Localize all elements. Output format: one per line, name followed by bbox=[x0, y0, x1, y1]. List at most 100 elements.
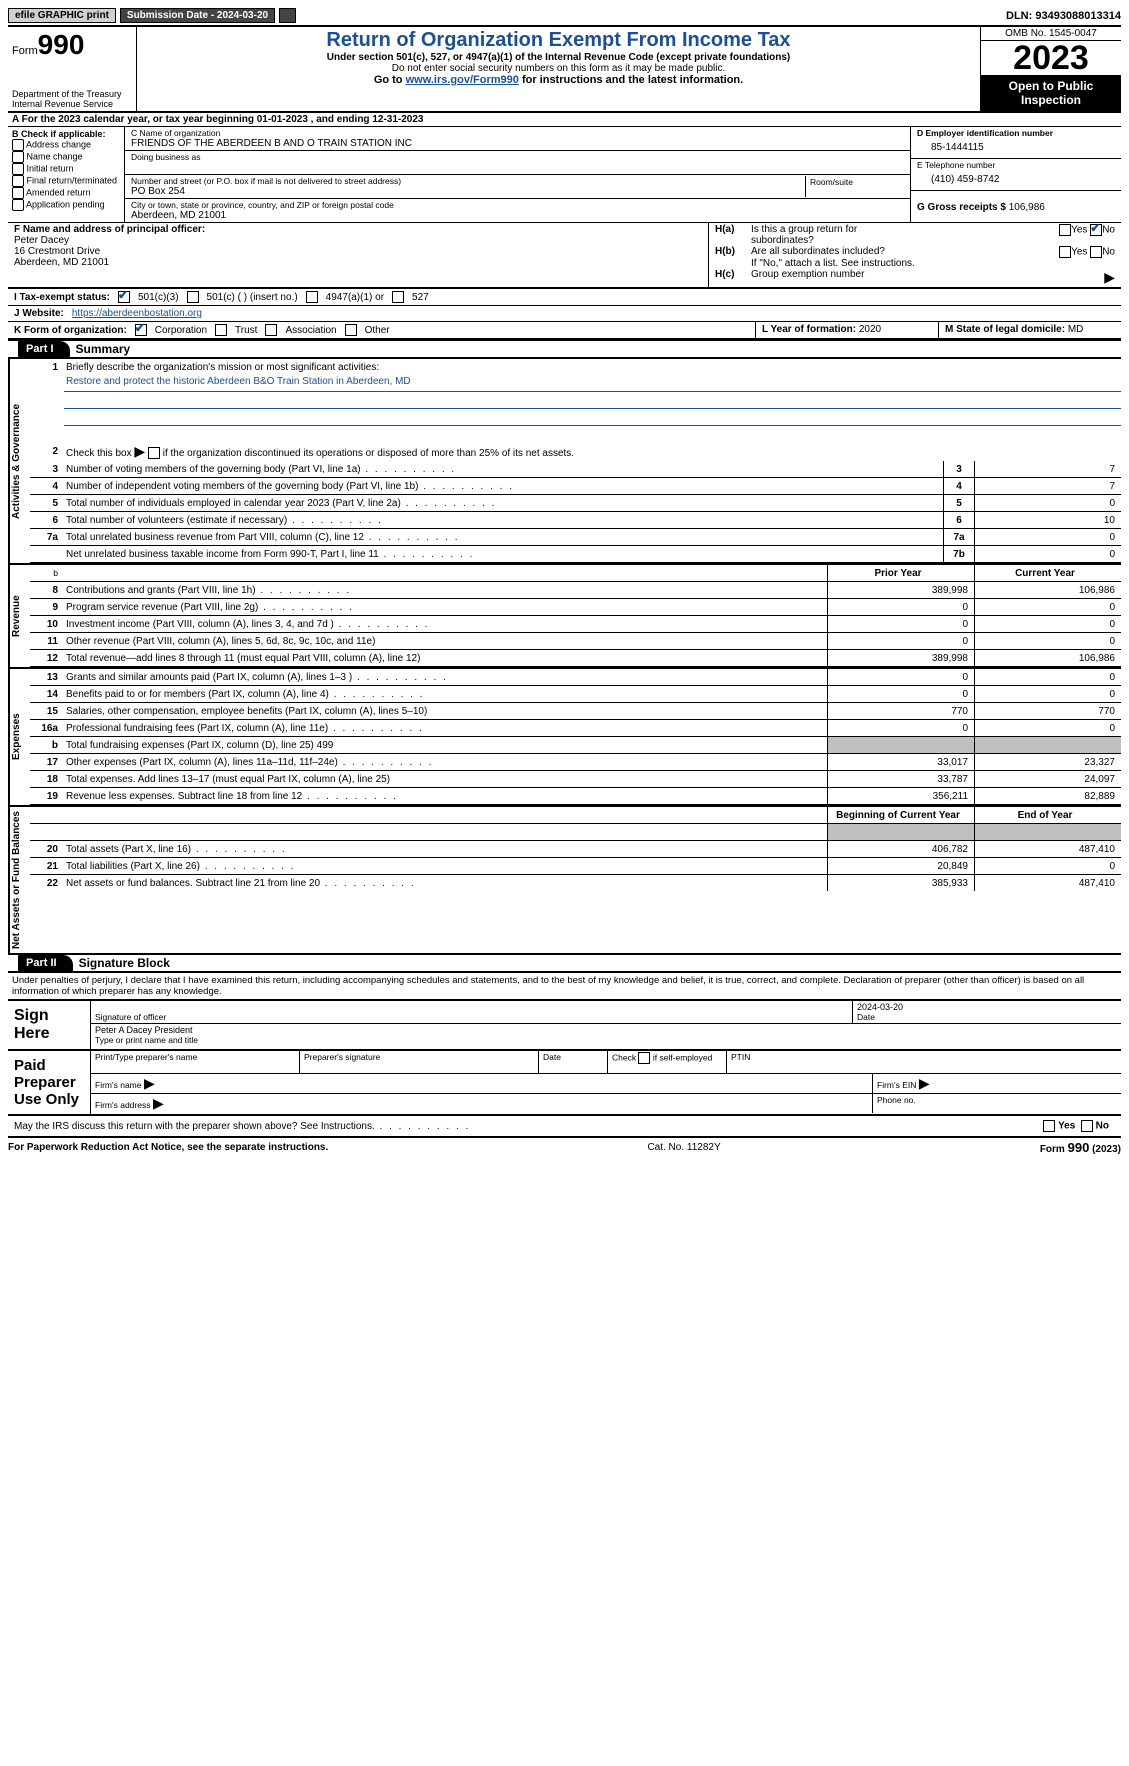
form-number: 990 bbox=[38, 29, 85, 60]
beg-22: 385,933 bbox=[827, 875, 974, 891]
curr-10: 0 bbox=[974, 616, 1121, 632]
perjury-declaration: Under penalties of perjury, I declare th… bbox=[8, 973, 1121, 999]
row-k: K Form of organization: Corporation Trus… bbox=[8, 322, 1121, 340]
chk-other[interactable] bbox=[345, 324, 357, 336]
org-name-label: C Name of organization bbox=[131, 128, 904, 138]
val-6: 10 bbox=[974, 512, 1121, 528]
beg-20: 406,782 bbox=[827, 841, 974, 857]
row-fh: F Name and address of principal officer:… bbox=[8, 223, 1121, 288]
org-name-value: FRIENDS OF THE ABERDEEN B AND O TRAIN ST… bbox=[131, 138, 904, 149]
paid-preparer-block: Paid Preparer Use Only Print/Type prepar… bbox=[8, 1051, 1121, 1116]
discuss-no[interactable] bbox=[1081, 1120, 1093, 1132]
goto-line: Go to www.irs.gov/Form990 for instructio… bbox=[143, 74, 974, 86]
top-bar: efile GRAPHIC print Submission Date - 20… bbox=[8, 8, 1121, 23]
state-domicile: MD bbox=[1068, 324, 1084, 335]
end-20: 487,410 bbox=[974, 841, 1121, 857]
officer-addr2: Aberdeen, MD 21001 bbox=[14, 257, 702, 268]
discuss-yes[interactable] bbox=[1043, 1120, 1055, 1132]
prior-10: 0 bbox=[827, 616, 974, 632]
ha-yes[interactable] bbox=[1059, 224, 1071, 236]
curr-11: 0 bbox=[974, 633, 1121, 649]
val-5: 0 bbox=[974, 495, 1121, 511]
chk-501c3[interactable] bbox=[118, 291, 130, 303]
end-22: 487,410 bbox=[974, 875, 1121, 891]
ein-label: D Employer identification number bbox=[917, 128, 1115, 138]
ein-value: 85-1444115 bbox=[917, 138, 1115, 157]
chk-4947[interactable] bbox=[306, 291, 318, 303]
curr-8: 106,986 bbox=[974, 582, 1121, 598]
chk-trust[interactable] bbox=[215, 324, 227, 336]
may-discuss: May the IRS discuss this return with the… bbox=[12, 1120, 1035, 1133]
beg-21: 20,849 bbox=[827, 858, 974, 874]
subtitle-1: Under section 501(c), 527, or 4947(a)(1)… bbox=[143, 52, 974, 63]
hc-label: H(c) bbox=[715, 269, 747, 280]
prior-9: 0 bbox=[827, 599, 974, 615]
officer-addr1: 16 Crestmont Drive bbox=[14, 246, 702, 257]
prior-19: 356,211 bbox=[827, 788, 974, 804]
section-expenses: Expenses bbox=[8, 669, 30, 805]
irs-link[interactable]: www.irs.gov/Form990 bbox=[406, 74, 519, 86]
officer-print-name: Peter A Dacey President bbox=[95, 1025, 1117, 1035]
ha-label: H(a) bbox=[715, 224, 747, 235]
year-formation: 2020 bbox=[859, 324, 881, 335]
chk-association[interactable] bbox=[265, 324, 277, 336]
prior-17: 33,017 bbox=[827, 754, 974, 770]
efile-print-button[interactable]: efile GRAPHIC print bbox=[8, 8, 116, 23]
chk-name-change[interactable] bbox=[12, 151, 24, 163]
form-header: Form990 Department of the Treasury Inter… bbox=[8, 27, 1121, 113]
val-4: 7 bbox=[974, 478, 1121, 494]
website-link[interactable]: https://aberdeenbostation.org bbox=[72, 308, 202, 319]
prior-8: 389,998 bbox=[827, 582, 974, 598]
curr-18: 24,097 bbox=[974, 771, 1121, 787]
chk-initial-return[interactable] bbox=[12, 163, 24, 175]
val-3: 7 bbox=[974, 461, 1121, 477]
chk-address-change[interactable] bbox=[12, 139, 24, 151]
mission-text: Restore and protect the historic Aberdee… bbox=[64, 375, 1121, 392]
spacer-badge bbox=[279, 8, 296, 23]
chk-application-pending[interactable] bbox=[12, 199, 24, 211]
city-label: City or town, state or province, country… bbox=[131, 200, 904, 210]
officer-name: Peter Dacey bbox=[14, 235, 702, 246]
open-to-public: Open to Public Inspection bbox=[981, 75, 1121, 111]
chk-527[interactable] bbox=[392, 291, 404, 303]
subtitle-2: Do not enter social security numbers on … bbox=[143, 63, 974, 74]
form-title: Return of Organization Exempt From Incom… bbox=[143, 29, 974, 52]
hb-no[interactable] bbox=[1090, 246, 1102, 258]
prior-13: 0 bbox=[827, 669, 974, 685]
block-bcd: B Check if applicable: Address change Na… bbox=[8, 127, 1121, 223]
curr-19: 82,889 bbox=[974, 788, 1121, 804]
hb-label: H(b) bbox=[715, 246, 747, 257]
submission-date-badge: Submission Date - 2024-03-20 bbox=[120, 8, 275, 23]
dln-text: DLN: 93493088013314 bbox=[1006, 10, 1121, 22]
val-7a: 0 bbox=[974, 529, 1121, 545]
irs-label: Internal Revenue Service bbox=[12, 99, 132, 109]
dept-treasury: Department of the Treasury bbox=[12, 89, 132, 99]
end-21: 0 bbox=[974, 858, 1121, 874]
hb-yes[interactable] bbox=[1059, 246, 1071, 258]
col-b-title: B Check if applicable: bbox=[12, 129, 120, 139]
prior-14: 0 bbox=[827, 686, 974, 702]
section-net-assets: Net Assets or Fund Balances bbox=[8, 807, 30, 953]
chk-discontinued[interactable] bbox=[148, 447, 160, 459]
chk-501c[interactable] bbox=[187, 291, 199, 303]
chk-self-employed[interactable] bbox=[638, 1052, 650, 1064]
curr-13: 0 bbox=[974, 669, 1121, 685]
prior-16a: 0 bbox=[827, 720, 974, 736]
dba-label: Doing business as bbox=[131, 152, 904, 162]
gross-receipts-value: 106,986 bbox=[1009, 202, 1045, 213]
city-value: Aberdeen, MD 21001 bbox=[131, 210, 904, 221]
chk-amended-return[interactable] bbox=[12, 187, 24, 199]
section-revenue: Revenue bbox=[8, 565, 30, 667]
row-a-period: A For the 2023 calendar year, or tax yea… bbox=[8, 113, 1121, 127]
chk-final-return[interactable] bbox=[12, 175, 24, 187]
section-governance: Activities & Governance bbox=[8, 359, 30, 563]
curr-15: 770 bbox=[974, 703, 1121, 719]
row-i-tax-status: I Tax-exempt status: 501(c)(3) 501(c) ( … bbox=[8, 288, 1121, 306]
gross-receipts-label: G Gross receipts $ bbox=[917, 202, 1006, 213]
hb-note: If "No," attach a list. See instructions… bbox=[715, 258, 1115, 269]
ha-no[interactable] bbox=[1090, 224, 1102, 236]
page-footer: For Paperwork Reduction Act Notice, see … bbox=[8, 1138, 1121, 1155]
sign-here-block: Sign Here Signature of officer 2024-03-2… bbox=[8, 999, 1121, 1051]
chk-corporation[interactable] bbox=[135, 324, 147, 336]
curr-17: 23,327 bbox=[974, 754, 1121, 770]
